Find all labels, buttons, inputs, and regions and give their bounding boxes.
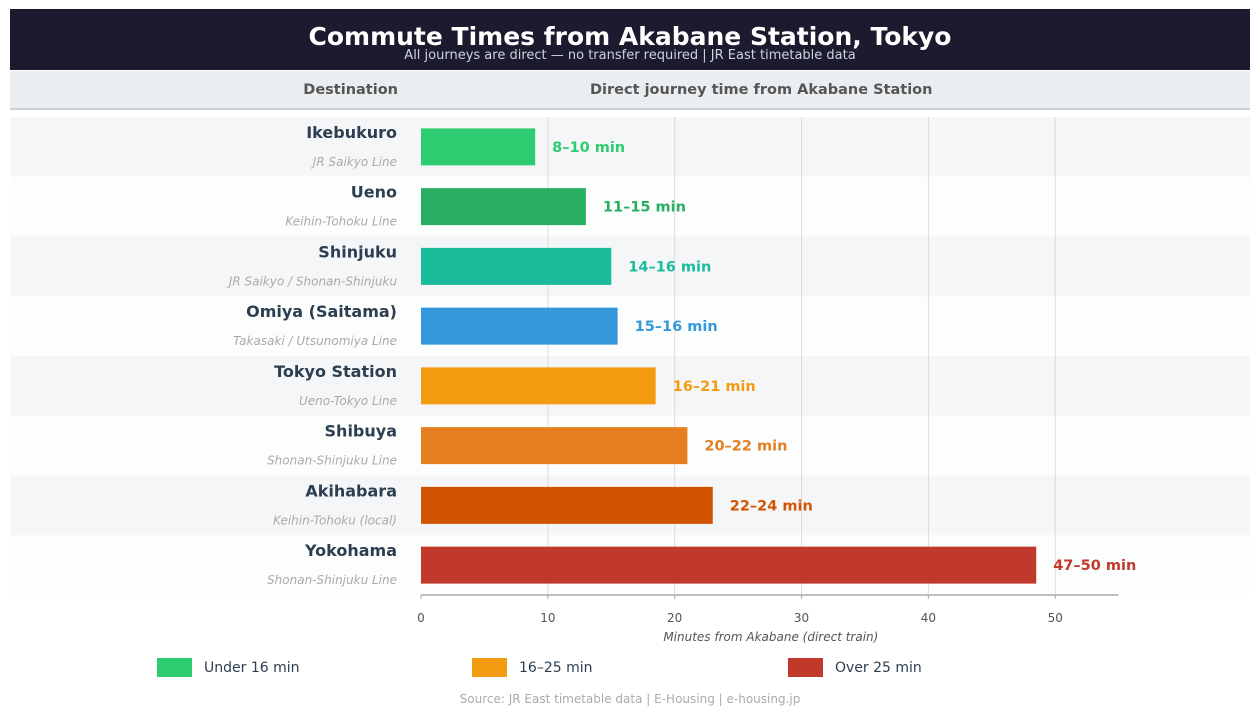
bar	[421, 427, 688, 465]
data-label: 15–16 min	[635, 319, 718, 335]
legend-label: Over 25 min	[835, 660, 922, 676]
data-label: 20–22 min	[704, 439, 787, 455]
row-band	[10, 296, 1250, 356]
destination-name: Omiya (Saitama)	[246, 302, 397, 321]
line-name: Keihin-Tohoku (local)	[273, 513, 397, 527]
data-label: 47–50 min	[1053, 558, 1136, 574]
data-label: 11–15 min	[603, 200, 686, 216]
row-band	[10, 176, 1250, 237]
data-label: 14–16 min	[628, 259, 711, 275]
legend: Under 16 min 16–25 min Over 25 min	[0, 658, 1260, 678]
chart-subtitle: All journeys are direct — no transfer re…	[404, 48, 856, 63]
x-tick-label: 10	[540, 611, 555, 625]
chart-title: Commute Times from Akabane Station, Toky…	[308, 22, 952, 51]
x-tick-label: 0	[417, 611, 425, 625]
row-band	[10, 236, 1250, 297]
x-tick-label: 40	[921, 611, 936, 625]
source-note: Source: JR East timetable data | E-Housi…	[459, 692, 801, 706]
x-tick-label: 20	[667, 611, 682, 625]
bar	[421, 367, 656, 405]
bar-chart: 8–10 min Ikebukuro JR Saikyo Line 11–15 min…	[10, 117, 1250, 644]
legend-label: 16–25 min	[519, 660, 593, 676]
bar	[421, 128, 536, 166]
line-name: Shonan-Shinjuku Line	[267, 573, 397, 587]
bar	[421, 247, 612, 285]
line-name: Keihin-Tohoku Line	[285, 215, 397, 229]
line-name: Shonan-Shinjuku Line	[267, 454, 397, 468]
journey-column-header: Direct journey time from Akabane Station	[590, 82, 933, 98]
destination-name: Ueno	[351, 183, 397, 202]
row-band	[10, 117, 1250, 177]
bar	[421, 486, 713, 524]
line-name: JR Saikyo Line	[311, 155, 397, 169]
destination-column-header: Destination	[303, 82, 398, 98]
data-label: 16–21 min	[673, 379, 756, 395]
bar	[421, 188, 586, 226]
bar	[421, 307, 618, 345]
legend-swatch	[472, 658, 507, 677]
destination-name: Ikebukuro	[306, 123, 397, 142]
destination-name: Akihabara	[305, 481, 397, 500]
line-name: JR Saikyo / Shonan-Shinjuku	[227, 274, 398, 288]
destination-name: Tokyo Station	[274, 362, 397, 381]
x-axis-label: Minutes from Akabane (direct train)	[663, 630, 878, 644]
bar	[421, 546, 1037, 584]
destination-name: Shinjuku	[318, 242, 397, 261]
destination-name: Shibuya	[325, 422, 397, 441]
destination-name: Yokohama	[304, 541, 397, 560]
data-label: 22–24 min	[730, 498, 813, 514]
chart-header: Commute Times from Akabane Station, Toky…	[10, 9, 1250, 70]
legend-swatch	[157, 658, 192, 677]
legend-swatch	[788, 658, 823, 677]
line-name: Takasaki / Utsunomiya Line	[233, 334, 397, 348]
line-name: Ueno-Tokyo Line	[299, 394, 397, 408]
legend-label: Under 16 min	[204, 660, 300, 676]
column-header-bar: Destination Direct journey time from Aka…	[10, 71, 1250, 110]
x-tick-label: 30	[794, 611, 809, 625]
x-tick-label: 50	[1048, 611, 1063, 625]
data-label: 8–10 min	[552, 140, 625, 156]
